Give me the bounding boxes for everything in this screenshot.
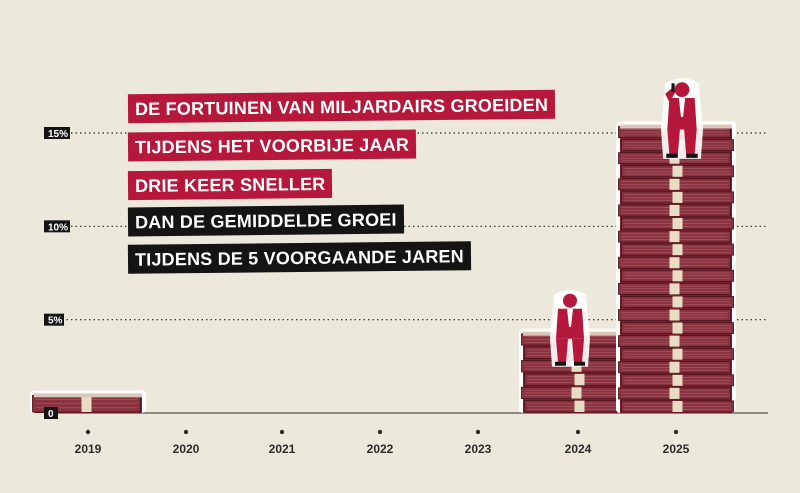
headline-line-4: DAN DE GEMIDDELDE GROEI: [127, 204, 404, 237]
y-tick-label: 0: [48, 409, 54, 420]
bar-2025: [616, 121, 736, 414]
headline-line-2: TIJDENS HET VOORBIJE JAAR: [127, 129, 417, 162]
bar-2019: [30, 390, 146, 413]
x-tick: 2020: [173, 429, 200, 456]
x-tick: 2021: [269, 429, 296, 456]
x-tick-label: 2020: [173, 442, 200, 456]
x-tick-label: 2019: [75, 442, 102, 456]
x-axis-ticks: 2019 2020 2021 2022 2023 2024 2025: [75, 429, 690, 456]
seated-billionaire-phone-icon: [661, 78, 703, 159]
x-tick-label: 2022: [367, 442, 394, 456]
x-tick-label: 2025: [663, 442, 690, 456]
y-tick: 15%: [44, 127, 70, 140]
x-tick: 2025: [663, 429, 690, 456]
x-tick: 2024: [565, 429, 592, 456]
headline-line-5: TIJDENS DE 5 VOORGAANDE JAREN: [127, 241, 472, 274]
y-tick: 0: [44, 407, 58, 420]
y-tick-label: 10%: [48, 222, 68, 233]
x-tick-label: 2023: [465, 442, 492, 456]
x-tick-label: 2021: [269, 442, 296, 456]
seated-billionaire-icon: [550, 289, 590, 367]
x-tick: 2022: [367, 429, 394, 456]
y-tick: 5%: [44, 313, 64, 327]
x-tick: 2023: [465, 429, 492, 456]
y-tick-label: 5%: [48, 316, 63, 327]
y-tick-label: 15%: [48, 129, 68, 140]
headline-line-3: DRIE KEER SNELLER: [127, 168, 333, 201]
x-tick: 2019: [75, 429, 102, 456]
y-tick: 10%: [44, 220, 70, 233]
x-tick-label: 2024: [565, 442, 592, 456]
y-axis-ticks: 0 5% 10% 15%: [44, 127, 70, 420]
figures: [550, 78, 703, 367]
headline-line-1: DE FORTUINEN VAN MILJARDAIRS GROEIDEN: [127, 89, 556, 124]
